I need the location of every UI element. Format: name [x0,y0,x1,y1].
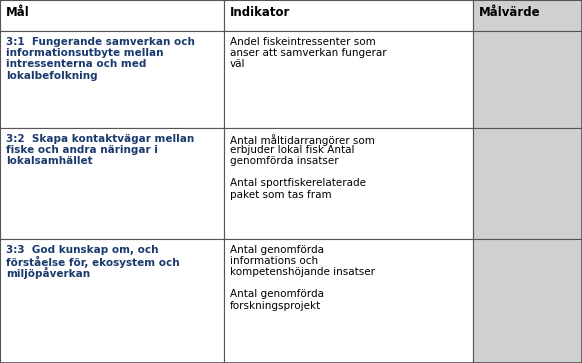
Text: anser att samverkan fungerar: anser att samverkan fungerar [230,48,386,58]
Bar [224,127,473,238]
Text: 3:2  Skapa kontaktvägar mellan: 3:2 Skapa kontaktvägar mellan [6,134,194,144]
Text: 3:1  Fungerande samverkan och: 3:1 Fungerande samverkan och [6,37,195,47]
Text: Antal genomförda: Antal genomförda [230,289,324,299]
Text: Andel fiskeintressenter som: Andel fiskeintressenter som [230,37,376,47]
Text: Indikator: Indikator [230,6,290,19]
Bar [0,238,224,363]
Text: 3:3  God kunskap om, och: 3:3 God kunskap om, och [6,245,159,255]
Text: erbjuder lokal fisk Antal: erbjuder lokal fisk Antal [230,145,354,155]
Bar [224,238,473,363]
Text: informationsutbyte mellan: informationsutbyte mellan [6,48,164,58]
Bar [224,31,473,127]
Text: väl: väl [230,60,246,69]
Text: Antal sportfiskerelaterade: Antal sportfiskerelaterade [230,179,366,188]
Text: lokalsamhället: lokalsamhället [6,156,93,166]
Text: miljöpåverkan: miljöpåverkan [6,267,90,279]
Bar [0,127,224,238]
Text: Mål: Mål [6,6,30,19]
Text: kompetenshöjande insatser: kompetenshöjande insatser [230,267,375,277]
Text: genomförda insatser: genomförda insatser [230,156,339,166]
Bar [473,127,582,238]
Bar [473,31,582,127]
Text: forskningsprojekt: forskningsprojekt [230,301,321,311]
Bar [0,0,224,31]
Bar [473,0,582,31]
Text: lokalbefolkning: lokalbefolkning [6,70,98,81]
Text: fiske och andra näringar i: fiske och andra näringar i [6,145,158,155]
Text: Antal genomförda: Antal genomförda [230,245,324,255]
Bar [473,238,582,363]
Text: Målvärde: Målvärde [479,6,541,19]
Bar [224,0,473,31]
Text: intressenterna och med: intressenterna och med [6,60,147,69]
Text: Antal måltidarrangörer som: Antal måltidarrangörer som [230,134,375,146]
Text: förståelse för, ekosystem och: förståelse för, ekosystem och [6,256,180,268]
Bar [0,31,224,127]
Text: informations och: informations och [230,256,318,266]
Text: paket som tas fram: paket som tas fram [230,189,332,200]
